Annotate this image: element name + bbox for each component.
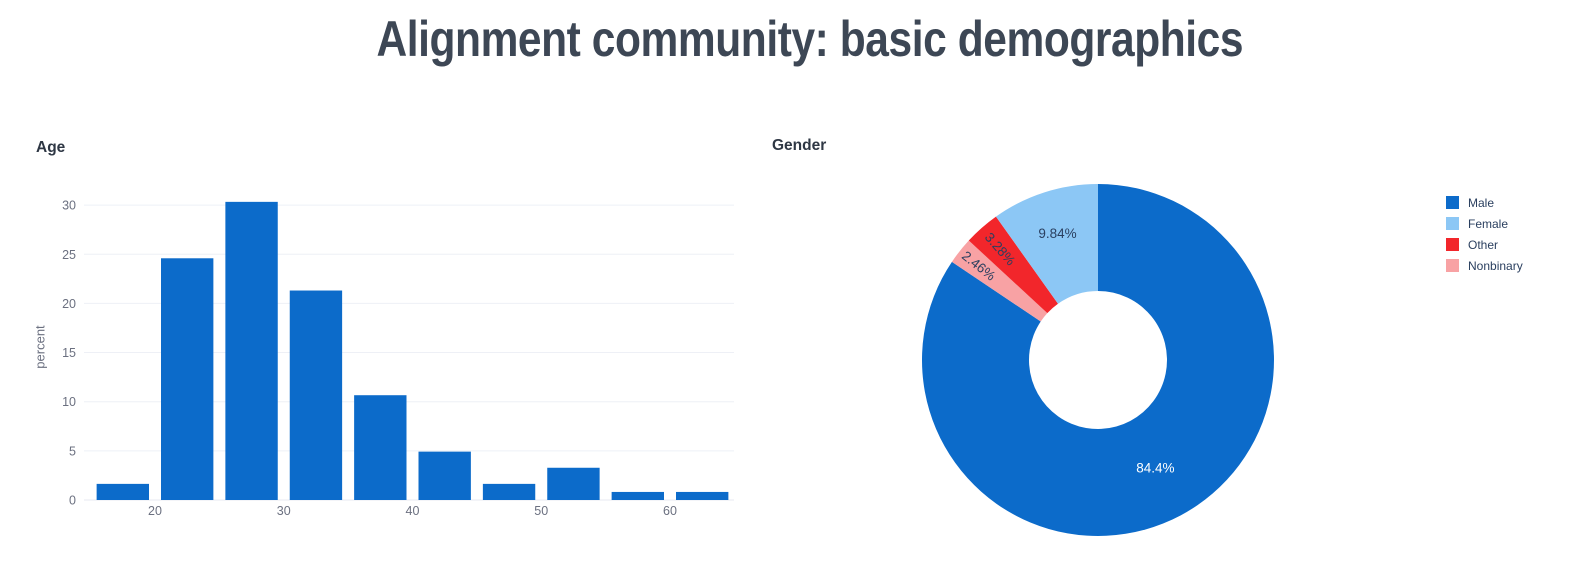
y-tick-label: 0 (69, 494, 76, 508)
pie-slice-label-male: 84.4% (1136, 460, 1174, 475)
pie-slice-female (995, 184, 1098, 304)
pie-slice-other (968, 216, 1058, 314)
y-tick-label: 15 (62, 346, 76, 360)
pie-slice-label-female: 9.84% (1038, 226, 1076, 241)
histogram-bar-25-30 (225, 201, 278, 501)
gender-legend: Male Female Other Nonbinary (1446, 192, 1523, 276)
page-title-text: Alignment community: basic demographics (376, 11, 1244, 67)
legend-item-nonbinary[interactable]: Nonbinary (1446, 255, 1523, 276)
x-tick-label: 20 (148, 504, 162, 518)
y-tick-label: 20 (62, 297, 76, 311)
pie-slice-nonbinary (951, 240, 1048, 322)
legend-swatch-other (1446, 238, 1459, 251)
x-tick-label: 30 (277, 504, 291, 518)
legend-item-other[interactable]: Other (1446, 234, 1523, 255)
histogram-bar-50-55 (547, 467, 600, 500)
legend-swatch-male (1446, 196, 1459, 209)
histogram-bar-35-40 (354, 395, 407, 500)
legend-label-other: Other (1468, 237, 1499, 252)
histogram-bar-55-60 (611, 491, 664, 500)
page-title: Alignment community: basic demographics (22, 10, 1576, 68)
histogram-bar-40-45 (418, 451, 471, 500)
pie-slice-male (921, 184, 1274, 536)
histogram-bar-60-65 (676, 491, 729, 500)
legend-label-nonbinary: Nonbinary (1468, 258, 1523, 273)
legend-swatch-female (1446, 217, 1459, 230)
age-histogram[interactable]: 0 5 10 15 20 25 30 20 30 40 50 60 (20, 182, 750, 532)
histogram-bar-15-20 (96, 483, 149, 500)
x-tick-label: 40 (406, 504, 420, 518)
legend-label-female: Female (1468, 216, 1509, 231)
histogram-bar-45-50 (482, 483, 536, 500)
histogram-bar-30-35 (289, 290, 343, 500)
age-chart-title: Age (36, 139, 66, 156)
y-tick-label: 25 (62, 248, 76, 262)
legend-item-male[interactable]: Male (1446, 192, 1523, 213)
y-tick-label: 30 (62, 199, 76, 213)
y-tick-label: 5 (69, 444, 76, 458)
legend-swatch-nonbinary (1446, 259, 1459, 272)
histogram-bar-20-25 (161, 258, 214, 500)
gender-donut-chart[interactable]: 84.4%2.46%3.28% 9.84% (920, 182, 1280, 542)
legend-item-female[interactable]: Female (1446, 213, 1523, 234)
x-tick-label: 50 (534, 504, 548, 518)
x-tick-label: 60 (663, 504, 677, 518)
legend-label-male: Male (1468, 195, 1495, 210)
gender-chart-title: Gender (772, 137, 827, 154)
y-tick-label: 10 (62, 395, 76, 409)
